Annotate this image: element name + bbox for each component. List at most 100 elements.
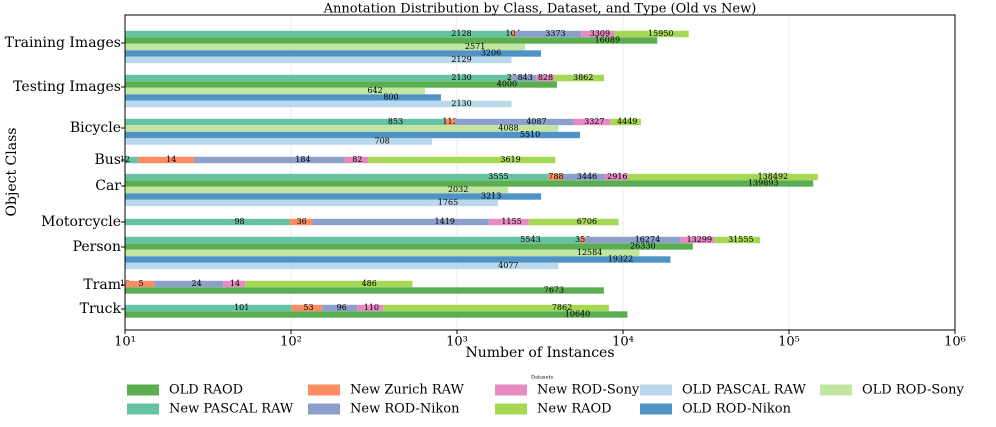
- legend-label: New RAOD: [537, 402, 612, 417]
- bar: [125, 243, 693, 250]
- data-label: 5543: [520, 235, 540, 244]
- bar: [125, 249, 640, 257]
- bar-segment: [610, 118, 641, 126]
- bar-segment: [488, 218, 529, 226]
- bar: [125, 125, 559, 132]
- bar-segment: [125, 280, 155, 288]
- legend-label: New PASCAL RAW: [169, 402, 294, 417]
- bar-segment: [125, 304, 292, 312]
- data-label: 2129: [451, 55, 471, 64]
- y-tick-label: Car: [95, 178, 121, 194]
- legend-title: Datasets: [531, 375, 554, 381]
- bar: [125, 186, 509, 194]
- data-label: 828: [538, 73, 553, 82]
- bar-segment: [344, 156, 369, 164]
- bar-segment: [125, 236, 581, 244]
- bar-segment: [368, 156, 556, 164]
- data-label: 12584: [577, 248, 602, 257]
- bar-segment: [511, 30, 515, 38]
- data-label: 3446: [577, 172, 597, 181]
- legend-swatch: [640, 384, 672, 396]
- bar-segment: [322, 304, 358, 312]
- data-label: 2130: [451, 73, 471, 82]
- legend-label: New ROD-Nikon: [350, 402, 460, 417]
- bar: [125, 43, 526, 51]
- data-label: 82: [352, 155, 362, 164]
- bar: [125, 311, 628, 318]
- data-label: 26330: [630, 242, 655, 251]
- bar-segment: [383, 304, 609, 312]
- bar-segment: [193, 156, 345, 164]
- data-label: 2916: [607, 172, 627, 181]
- bar: [125, 87, 426, 95]
- data-label: 3373: [545, 29, 565, 38]
- bar: [125, 138, 433, 145]
- data-label: 2128: [451, 29, 471, 38]
- data-label: 4077: [498, 261, 518, 270]
- data-label: 4088: [498, 124, 518, 133]
- bar-segment: [536, 74, 554, 82]
- legend-swatch: [127, 403, 159, 415]
- data-label: 4000: [497, 80, 517, 89]
- bar-segment: [357, 304, 384, 312]
- bar: [125, 50, 541, 57]
- bar: [125, 81, 557, 88]
- bar-segment: [125, 173, 549, 181]
- bar-segment: [714, 236, 761, 244]
- bar-segment: [138, 156, 194, 164]
- bar-segment: [445, 118, 455, 126]
- bar-segment: [573, 118, 611, 126]
- bar-segment: [514, 30, 582, 38]
- data-label: 10640: [565, 310, 590, 319]
- data-label: 4449: [617, 117, 637, 126]
- data-label: 486: [362, 279, 377, 288]
- bar-segment: [528, 218, 619, 226]
- bar-segment: [125, 74, 512, 82]
- data-label: 2130: [451, 99, 471, 108]
- bar: [125, 180, 814, 187]
- legend-swatch: [820, 384, 852, 396]
- x-axis-label: Number of Instances: [465, 345, 614, 361]
- data-label: 104: [506, 29, 521, 38]
- data-label: 356: [575, 235, 590, 244]
- legend-label: New ROD-Sony: [537, 383, 640, 398]
- y-tick-label: Testing Images: [13, 79, 121, 95]
- data-label: 110: [364, 303, 379, 312]
- data-label: 1419: [435, 217, 455, 226]
- data-label: 16274: [635, 235, 660, 244]
- bar-segment: [627, 173, 818, 181]
- data-label: 5: [139, 279, 144, 288]
- bar: [125, 199, 498, 207]
- data-label: 31555: [728, 235, 753, 244]
- bar-segment: [584, 236, 681, 244]
- data-label: 36: [297, 217, 307, 226]
- bar-segment: [125, 156, 139, 164]
- legend-label: OLD PASCAL RAW: [682, 383, 806, 398]
- data-label: 3309: [590, 29, 610, 38]
- bar-segment: [553, 74, 605, 82]
- data-label: 112: [442, 117, 457, 126]
- bar-segment: [580, 236, 585, 244]
- bar-segment: [125, 30, 512, 38]
- bar-segment: [312, 218, 489, 226]
- y-tick-label: Motorcycle: [41, 214, 121, 230]
- legend-swatch: [640, 403, 672, 415]
- data-label: 3327: [584, 117, 604, 126]
- data-label: 14: [230, 279, 240, 288]
- data-label: 708: [374, 137, 389, 146]
- legend-label: OLD ROD-Nikon: [682, 402, 792, 417]
- legend-swatch: [127, 384, 159, 396]
- data-label: 642: [367, 86, 382, 95]
- bar-segment: [245, 280, 413, 288]
- data-label: 853: [388, 117, 403, 126]
- plot-frame: [124, 14, 956, 331]
- data-label: 3619: [500, 155, 520, 164]
- data-label: 3213: [481, 192, 501, 201]
- legend-label: OLD RAOD: [169, 383, 243, 398]
- x-tick-label: 10¹: [114, 335, 136, 350]
- y-tick-label: Training Images: [5, 35, 121, 51]
- bar-segment: [512, 74, 537, 82]
- bar: [125, 131, 581, 139]
- data-label: 3862: [573, 73, 593, 82]
